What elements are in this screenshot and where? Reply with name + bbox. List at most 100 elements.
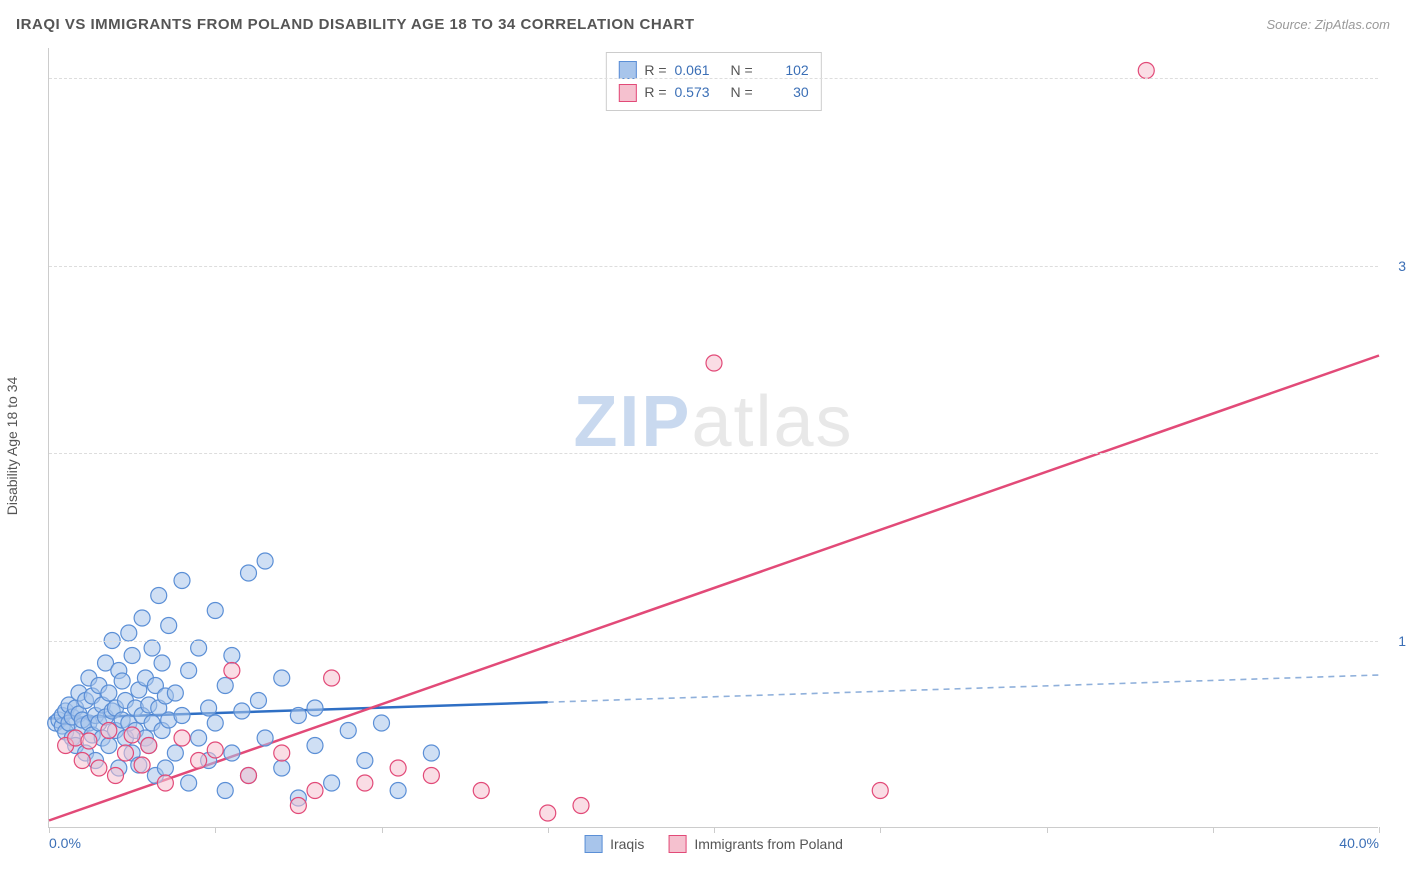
data-point-poland xyxy=(207,742,223,758)
legend-label: Immigrants from Poland xyxy=(694,836,843,852)
x-tick-mark xyxy=(382,827,383,833)
x-tick-label: 40.0% xyxy=(1339,835,1379,851)
data-point-poland xyxy=(224,663,240,679)
scatter-plot-svg xyxy=(49,48,1378,827)
data-point-iraqis xyxy=(257,553,273,569)
gridline xyxy=(49,641,1378,642)
data-point-poland xyxy=(108,768,124,784)
x-tick-mark xyxy=(215,827,216,833)
data-point-iraqis xyxy=(101,685,117,701)
data-point-iraqis xyxy=(151,588,167,604)
data-point-poland xyxy=(307,783,323,799)
data-point-iraqis xyxy=(207,715,223,731)
y-tick-label: 37.5% xyxy=(1383,258,1406,274)
data-point-iraqis xyxy=(290,708,306,724)
chart-title: IRAQI VS IMMIGRANTS FROM POLAND DISABILI… xyxy=(16,16,694,33)
data-point-iraqis xyxy=(157,760,173,776)
x-tick-label: 0.0% xyxy=(49,835,81,851)
data-point-poland xyxy=(117,745,133,761)
legend-item-iraqis: Iraqis xyxy=(584,835,644,853)
data-point-poland xyxy=(241,768,257,784)
data-point-iraqis xyxy=(124,648,140,664)
data-point-poland xyxy=(706,355,722,371)
x-tick-mark xyxy=(714,827,715,833)
x-tick-mark xyxy=(1047,827,1048,833)
data-point-iraqis xyxy=(307,700,323,716)
data-point-poland xyxy=(390,760,406,776)
data-point-poland xyxy=(274,745,290,761)
x-tick-mark xyxy=(548,827,549,833)
data-point-iraqis xyxy=(224,745,240,761)
data-point-iraqis xyxy=(217,678,233,694)
data-point-iraqis xyxy=(144,640,160,656)
data-point-iraqis xyxy=(241,565,257,581)
data-point-poland xyxy=(81,733,97,749)
r-label: R = xyxy=(644,81,666,103)
data-point-iraqis xyxy=(324,775,340,791)
data-point-poland xyxy=(573,798,589,814)
data-point-iraqis xyxy=(114,673,130,689)
legend-item-poland: Immigrants from Poland xyxy=(668,835,843,853)
legend-swatch xyxy=(668,835,686,853)
y-axis-label: Disability Age 18 to 34 xyxy=(4,377,20,516)
data-point-poland xyxy=(141,738,157,754)
legend-swatch xyxy=(618,61,636,79)
data-point-iraqis xyxy=(121,625,137,641)
data-point-poland xyxy=(101,723,117,739)
data-point-iraqis xyxy=(307,738,323,754)
data-point-iraqis xyxy=(390,783,406,799)
data-point-iraqis xyxy=(167,745,183,761)
data-point-iraqis xyxy=(217,783,233,799)
data-point-poland xyxy=(290,798,306,814)
data-point-iraqis xyxy=(274,760,290,776)
data-point-iraqis xyxy=(174,708,190,724)
legend-swatch xyxy=(618,84,636,102)
data-point-iraqis xyxy=(191,730,207,746)
x-tick-mark xyxy=(880,827,881,833)
x-tick-mark xyxy=(49,827,50,833)
legend-row-poland: R = 0.573 N = 30 xyxy=(618,81,808,103)
data-point-iraqis xyxy=(181,775,197,791)
r-value: 0.573 xyxy=(675,81,723,103)
data-point-poland xyxy=(74,753,90,769)
data-point-iraqis xyxy=(207,603,223,619)
data-point-iraqis xyxy=(201,700,217,716)
data-point-poland xyxy=(91,760,107,776)
trend-line-dashed-iraqis xyxy=(548,675,1379,702)
source-attribution: Source: ZipAtlas.com xyxy=(1266,17,1390,32)
gridline xyxy=(49,453,1378,454)
gridline xyxy=(49,266,1378,267)
data-point-iraqis xyxy=(250,693,266,709)
data-point-poland xyxy=(124,727,140,743)
trend-line-poland xyxy=(49,356,1379,821)
data-point-poland xyxy=(540,805,556,821)
data-point-iraqis xyxy=(191,640,207,656)
data-point-iraqis xyxy=(134,610,150,626)
data-point-iraqis xyxy=(274,670,290,686)
data-point-iraqis xyxy=(167,685,183,701)
gridline xyxy=(49,78,1378,79)
data-point-poland xyxy=(324,670,340,686)
data-point-iraqis xyxy=(234,703,250,719)
data-point-iraqis xyxy=(181,663,197,679)
data-point-iraqis xyxy=(374,715,390,731)
chart-plot-area: ZIPatlas R =0.061N =102R =0.573N =30 Ira… xyxy=(48,48,1378,828)
data-point-iraqis xyxy=(101,738,117,754)
x-tick-mark xyxy=(1379,827,1380,833)
data-point-poland xyxy=(423,768,439,784)
data-point-iraqis xyxy=(154,655,170,671)
series-legend: Iraqis Immigrants from Poland xyxy=(584,835,843,853)
x-tick-mark xyxy=(1213,827,1214,833)
data-point-iraqis xyxy=(174,573,190,589)
data-point-iraqis xyxy=(257,730,273,746)
data-point-poland xyxy=(357,775,373,791)
n-value: 30 xyxy=(761,81,809,103)
legend-label: Iraqis xyxy=(610,836,644,852)
n-label: N = xyxy=(731,81,753,103)
data-point-iraqis xyxy=(161,618,177,634)
data-point-iraqis xyxy=(340,723,356,739)
data-point-iraqis xyxy=(357,753,373,769)
correlation-legend: R =0.061N =102R =0.573N =30 xyxy=(605,52,821,111)
legend-swatch xyxy=(584,835,602,853)
y-tick-label: 12.5% xyxy=(1383,633,1406,649)
